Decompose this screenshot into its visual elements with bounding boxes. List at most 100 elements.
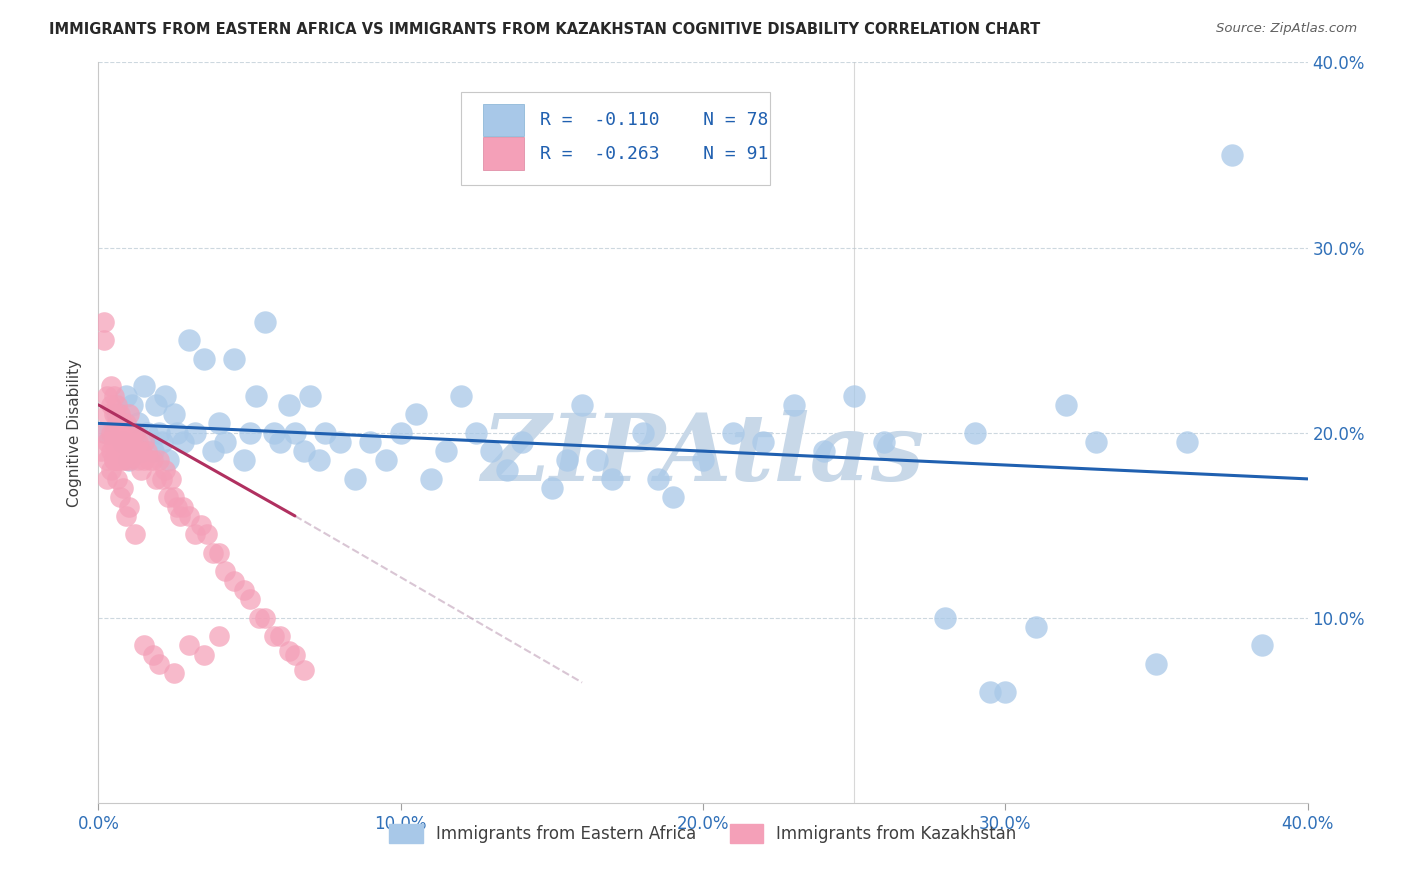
Point: [153, 462, 176, 476]
Point: [127, 453, 149, 467]
Point: [148, 657, 170, 671]
Point: [93, 314, 115, 328]
Point: [111, 453, 134, 467]
Point: [465, 425, 488, 440]
Point: [96, 407, 118, 421]
Point: [571, 398, 593, 412]
Point: [103, 407, 125, 421]
Point: [124, 527, 146, 541]
Point: [277, 644, 299, 658]
Point: [132, 434, 155, 449]
Point: [344, 472, 367, 486]
Point: [105, 434, 128, 449]
Point: [214, 565, 236, 579]
Point: [299, 388, 322, 402]
Point: [994, 685, 1017, 699]
Point: [96, 425, 118, 440]
Point: [195, 527, 218, 541]
Point: [374, 453, 396, 467]
Point: [1054, 398, 1077, 412]
Point: [121, 444, 143, 458]
Point: [269, 629, 291, 643]
Point: [142, 444, 165, 458]
Point: [224, 351, 246, 366]
Point: [111, 481, 134, 495]
Point: [495, 462, 517, 476]
Point: [190, 518, 212, 533]
Point: [103, 453, 125, 467]
Point: [586, 453, 609, 467]
Point: [208, 546, 231, 560]
Point: [166, 425, 188, 440]
Point: [96, 453, 118, 467]
Point: [405, 407, 427, 421]
Point: [389, 425, 412, 440]
Point: [93, 333, 115, 347]
Text: ZIPAtlas: ZIPAtlas: [481, 409, 925, 500]
Point: [160, 472, 183, 486]
Point: [118, 453, 141, 467]
Point: [100, 462, 122, 476]
Text: R =  -0.110    N = 78: R = -0.110 N = 78: [540, 112, 768, 129]
Point: [692, 453, 714, 467]
Point: [179, 333, 201, 347]
Point: [121, 398, 143, 412]
Point: [263, 425, 285, 440]
Point: [132, 379, 155, 393]
Point: [292, 663, 315, 677]
Point: [179, 508, 201, 523]
Point: [118, 500, 141, 514]
Point: [121, 425, 143, 440]
Point: [965, 425, 987, 440]
Point: [224, 574, 246, 588]
Point: [602, 472, 624, 486]
Point: [184, 527, 207, 541]
Point: [150, 434, 173, 449]
Point: [90, 444, 112, 458]
Point: [269, 434, 291, 449]
Point: [783, 398, 806, 412]
Point: [127, 434, 149, 449]
Point: [114, 508, 136, 523]
Point: [108, 425, 131, 440]
Text: R =  -0.263    N = 91: R = -0.263 N = 91: [540, 145, 768, 162]
Point: [314, 425, 336, 440]
Point: [1251, 639, 1274, 653]
Point: [142, 648, 165, 662]
Point: [132, 639, 155, 653]
FancyBboxPatch shape: [461, 92, 769, 185]
Point: [150, 472, 173, 486]
Point: [813, 444, 835, 458]
Point: [124, 444, 146, 458]
Point: [103, 425, 125, 440]
Point: [169, 508, 191, 523]
Point: [450, 388, 472, 402]
Point: [163, 491, 186, 505]
Point: [555, 453, 578, 467]
Point: [481, 444, 503, 458]
Point: [145, 472, 167, 486]
Point: [232, 453, 254, 467]
Point: [245, 388, 267, 402]
Point: [124, 434, 146, 449]
Point: [114, 417, 136, 431]
Point: [723, 425, 745, 440]
Point: [100, 398, 122, 412]
Point: [1024, 620, 1046, 634]
Point: [277, 398, 299, 412]
Point: [172, 500, 194, 514]
Point: [239, 425, 262, 440]
Point: [96, 388, 118, 402]
Point: [148, 453, 170, 467]
Point: [308, 453, 330, 467]
Point: [114, 434, 136, 449]
Point: [129, 462, 152, 476]
Point: [129, 444, 152, 458]
Point: [253, 610, 276, 624]
Point: [844, 388, 866, 402]
Point: [96, 472, 118, 486]
Point: [214, 434, 236, 449]
Point: [193, 351, 215, 366]
Point: [108, 407, 131, 421]
Point: [292, 444, 315, 458]
